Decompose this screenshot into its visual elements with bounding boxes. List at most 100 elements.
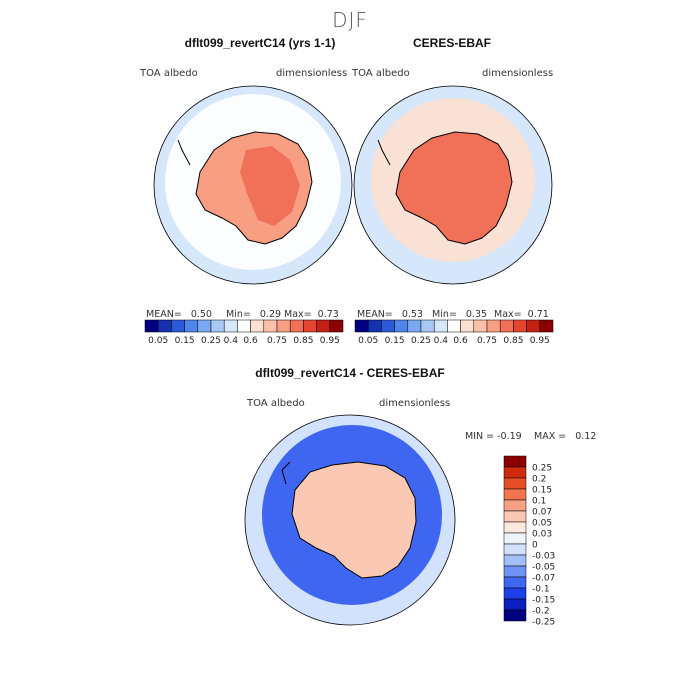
colorbar-diff-swatch (503, 532, 527, 545)
colorbar-model-swatch (157, 319, 172, 333)
colorbar-obs-swatch (354, 319, 369, 333)
colorbar-diff-tick-label: 0 (532, 541, 538, 551)
colorbar-diff-swatch (503, 609, 527, 622)
panel3-min: MIN = -0.19 (465, 431, 522, 442)
panel3-title: dflt099_revertC14 - CERES-EBAF (255, 366, 445, 380)
colorbar-model-tick-label: 0.4 (224, 336, 239, 346)
colorbar-diff: 0.250.20.150.10.070.050.030-0.03-0.05-0.… (503, 455, 555, 628)
colorbar-diff-tick-label: -0.05 (532, 563, 555, 573)
colorbar-diff-swatch (503, 521, 527, 534)
colorbar-model-swatch (144, 319, 159, 333)
panel1-max: Max= 0.73 (284, 309, 339, 320)
map-diff (245, 415, 455, 625)
colorbar-diff-swatch (503, 598, 527, 611)
panel2-title: CERES-EBAF (412, 36, 491, 50)
colorbar-model-swatch (250, 319, 265, 333)
colorbar-diff-tick-label: -0.25 (532, 618, 555, 628)
colorbar-model-swatch (210, 319, 225, 333)
colorbar-obs-tick-label: 0.95 (530, 336, 550, 346)
colorbar-diff-swatch (503, 488, 527, 501)
map-diff-coastline (281, 461, 417, 579)
colorbar-obs-swatch (499, 319, 514, 333)
colorbar-diff-tick-label: 0.1 (532, 497, 546, 507)
colorbar-model-swatch (223, 319, 238, 333)
colorbar-diff-swatch (503, 576, 527, 589)
colorbar-obs-swatch (420, 319, 435, 333)
colorbar-diff-tick-label: 0.03 (532, 530, 552, 540)
colorbar-obs-swatch (433, 319, 448, 333)
colorbar-diff-tick-label: -0.2 (532, 607, 550, 617)
colorbar-model-tick-label: 0.15 (175, 336, 195, 346)
map-diff-continent (292, 462, 416, 578)
colorbar-obs-swatch (460, 319, 475, 333)
colorbar-model-tick-label: 0.6 (243, 336, 258, 346)
colorbar-obs-swatch (539, 319, 554, 333)
colorbar-obs-swatch (486, 319, 501, 333)
colorbar-obs-swatch (367, 319, 382, 333)
colorbar-model-tick-label: 0.05 (148, 336, 168, 346)
colorbar-model-swatch (303, 319, 317, 333)
panel1-mean: MEAN= 0.50 (146, 309, 212, 320)
colorbar-diff-tick-label: 0.15 (532, 486, 552, 496)
panel1-left-label: TOA albedo (140, 68, 198, 79)
panel2-max: Max= 0.71 (494, 309, 549, 320)
page-title: DJF (332, 8, 368, 32)
panel1-min: Min= 0.29 (226, 309, 282, 320)
map-model-border (153, 85, 353, 285)
colorbar-obs-swatch (407, 319, 422, 333)
colorbar-obs: 0.05 0.15 0.25 0.4 0.6 0.75 0.85 0.95 (354, 319, 554, 346)
panel2-mean: MEAN= 0.53 (357, 309, 423, 320)
colorbar-diff-swatch (503, 587, 527, 600)
colorbar-model-swatch (184, 319, 199, 333)
colorbar-model-swatch (289, 319, 304, 333)
colorbar-diff-tick-label: -0.1 (532, 585, 550, 595)
map-obs (354, 86, 552, 284)
colorbar-model: 0.05 0.15 0.25 0.4 0.6 0.75 0.85 0.95 (144, 319, 344, 346)
colorbar-model-swatch (263, 319, 278, 333)
panel1-title: dflt099_revertC14 (yrs 1-1) (184, 36, 336, 50)
colorbar-obs-tick-label: 0.25 (411, 336, 431, 346)
colorbar-model-swatch (197, 319, 212, 333)
colorbar-diff-tick-label: -0.07 (532, 574, 555, 584)
colorbar-model-swatch (316, 319, 331, 333)
colorbar-diff-tick-label: 0.25 (532, 464, 552, 474)
colorbar-diff-swatch (503, 510, 527, 523)
colorbar-obs-tick-label: 0.6 (453, 336, 468, 346)
panel3-right-label: dimensionless (379, 398, 451, 409)
colorbar-diff-tick-label: 0.07 (532, 508, 552, 518)
colorbar-obs-tick-label: 0.75 (477, 336, 497, 346)
colorbar-model-tick-label: 0.95 (320, 336, 340, 346)
map-model-coastline (177, 131, 313, 245)
colorbar-model-swatch (237, 319, 251, 333)
colorbar-obs-swatch (526, 319, 541, 333)
panel1-right-label: dimensionless (276, 68, 348, 79)
colorbar-obs-tick-label: 0.05 (358, 336, 378, 346)
colorbar-obs-tick-label: 0.85 (503, 336, 523, 346)
colorbar-model-swatch (171, 319, 185, 333)
colorbar-obs-tick-label: 0.15 (385, 336, 405, 346)
colorbar-diff-swatch (503, 477, 527, 490)
colorbar-obs-swatch (381, 319, 395, 333)
colorbar-model-tick-label: 0.85 (293, 336, 313, 346)
map-obs-plateau (440, 146, 500, 226)
colorbar-diff-tick-label: 0.05 (532, 519, 552, 529)
colorbar-diff-swatch (503, 455, 527, 468)
colorbar-model-swatch (329, 319, 344, 333)
colorbar-diff-swatch (503, 565, 527, 578)
colorbar-diff-tick-label: -0.03 (532, 552, 555, 562)
panel3-max: MAX = 0.12 (534, 431, 597, 442)
panel2-right-label: dimensionless (482, 68, 554, 79)
panel2-left-label: TOA albedo (352, 68, 410, 79)
map-obs-border (353, 85, 553, 285)
colorbar-obs-swatch (513, 319, 527, 333)
colorbar-diff-swatch (503, 466, 527, 479)
panel2-min: Min= 0.35 (432, 309, 488, 320)
colorbar-obs-swatch (394, 319, 409, 333)
colorbar-obs-tick-label: 0.4 (434, 336, 449, 346)
panel3-left-label: TOA albedo (247, 398, 305, 409)
colorbar-diff-swatch (503, 554, 527, 567)
map-obs-coastline (377, 131, 513, 245)
map-diff-border (244, 414, 456, 626)
colorbar-obs-swatch (447, 319, 461, 333)
